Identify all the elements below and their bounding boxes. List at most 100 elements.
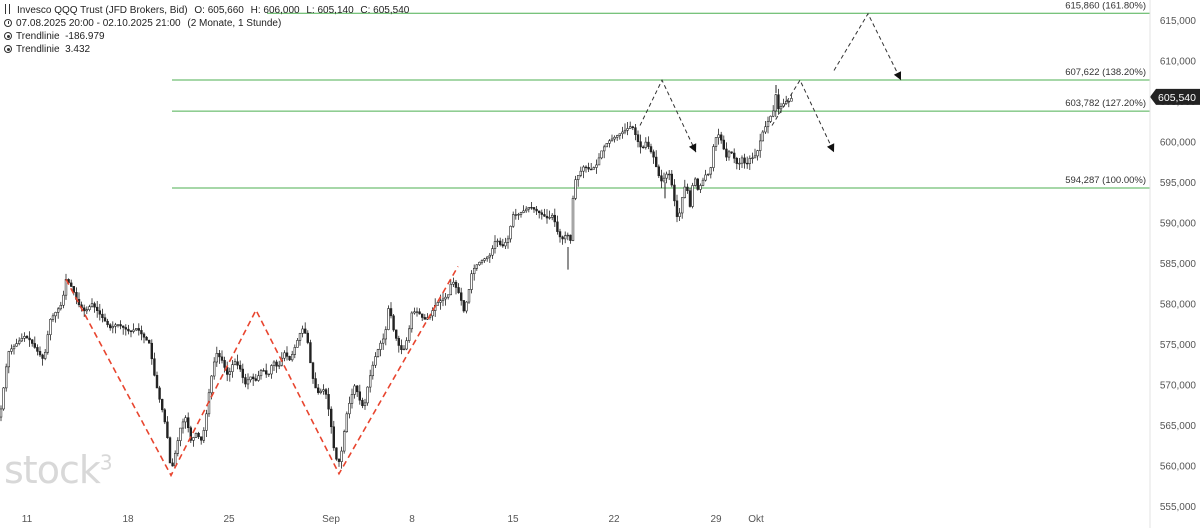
indicator-label: Trendlinie -186.979 — [16, 31, 105, 42]
candle-body — [324, 389, 328, 395]
candle-body — [439, 300, 442, 303]
candle-body — [537, 210, 541, 214]
candle-body — [168, 437, 172, 464]
candle-body — [615, 135, 619, 138]
candle-body — [298, 333, 302, 341]
candle-body — [522, 210, 525, 213]
candle-body — [20, 338, 23, 342]
low-value: L: 605,140 — [306, 5, 354, 16]
candle-body — [483, 258, 486, 261]
candle-body — [200, 436, 203, 441]
candle-body — [85, 309, 89, 312]
candle-body — [769, 115, 772, 122]
candle-body — [699, 185, 702, 190]
candle-body — [28, 337, 31, 341]
candle-body — [719, 134, 723, 141]
y-tick-label: 610,000 — [1160, 57, 1197, 68]
candle-body — [23, 336, 26, 339]
candle-body — [342, 431, 346, 452]
candle-body — [303, 328, 307, 334]
candle-body — [166, 421, 169, 439]
candle-body — [566, 234, 570, 237]
candle-body — [327, 394, 330, 410]
y-tick-label: 570,000 — [1160, 381, 1197, 392]
candle-body — [283, 352, 286, 359]
candle-body — [387, 308, 390, 330]
candle-body — [267, 373, 270, 376]
candle-body — [93, 303, 96, 308]
candle-body — [530, 207, 533, 209]
candle-body — [738, 162, 741, 165]
indicator-row[interactable]: Trendlinie -186.979 — [4, 30, 109, 43]
candle-body — [187, 417, 190, 429]
projection-path — [771, 79, 835, 153]
candle-body — [132, 329, 135, 332]
candle-body — [59, 305, 63, 310]
candle-body — [12, 345, 16, 350]
candle-body — [470, 273, 473, 290]
candle-body — [514, 214, 518, 216]
candle-body — [259, 370, 263, 377]
current-price: 605,540 — [1150, 88, 1200, 105]
candle-body — [389, 308, 393, 317]
candle-body — [774, 94, 778, 112]
candle-body — [608, 140, 611, 144]
candle-body — [249, 376, 252, 381]
candle-body — [309, 342, 312, 364]
candle-body — [374, 356, 377, 366]
candle-body — [709, 167, 713, 175]
candle-body — [277, 364, 281, 367]
candle-body — [639, 141, 642, 148]
projection-arrow — [688, 143, 697, 153]
fib-label: 603,782 (127.20%) — [1065, 98, 1146, 109]
candle-body — [777, 94, 780, 110]
candle-body — [628, 126, 632, 129]
candle-body — [509, 225, 512, 240]
candle-body — [647, 141, 650, 147]
candle-body — [90, 303, 94, 307]
candle-body — [626, 128, 629, 131]
candle-body — [322, 389, 325, 392]
candle-body — [605, 143, 609, 148]
candle-body — [511, 214, 515, 227]
candle-body — [257, 375, 260, 381]
candle-body — [457, 287, 460, 294]
candle-body — [246, 379, 250, 385]
candle-body — [161, 398, 164, 411]
candle-body — [49, 319, 52, 336]
candle-body — [33, 343, 37, 348]
header-range-row: 07.08.2025 20:00 - 02.10.2025 21:00 (2 M… — [4, 17, 285, 30]
candle-body — [478, 261, 481, 266]
stock3-logo: stock3 — [4, 448, 113, 492]
candle-body — [194, 432, 198, 438]
candle-body — [527, 207, 531, 210]
candle-body — [485, 256, 489, 260]
candle-body — [498, 240, 502, 245]
candle-body — [758, 140, 762, 151]
candle-body — [41, 354, 44, 359]
candle-body — [244, 377, 247, 385]
candle-body — [114, 324, 117, 327]
candle-body — [17, 340, 21, 344]
candle-body — [579, 170, 583, 176]
candle-body — [43, 351, 47, 359]
candle-body — [337, 458, 341, 462]
candle-body — [46, 334, 50, 353]
candle-body — [761, 131, 765, 142]
candle-body — [0, 408, 3, 418]
candle-body — [730, 151, 733, 154]
candle-body — [717, 134, 720, 138]
candle-body — [683, 186, 687, 198]
projections — [639, 12, 902, 153]
candle-body — [213, 361, 216, 377]
candle-body — [420, 313, 424, 318]
candle-body — [319, 390, 322, 393]
candle-body — [634, 127, 637, 135]
candle-body — [111, 326, 115, 329]
candle-body — [233, 361, 237, 365]
candle-body — [592, 167, 596, 170]
candle-body — [109, 324, 112, 329]
candle-body — [384, 329, 387, 340]
indicator-row[interactable]: Trendlinie 3.432 — [4, 43, 94, 56]
candle-body — [340, 450, 343, 462]
